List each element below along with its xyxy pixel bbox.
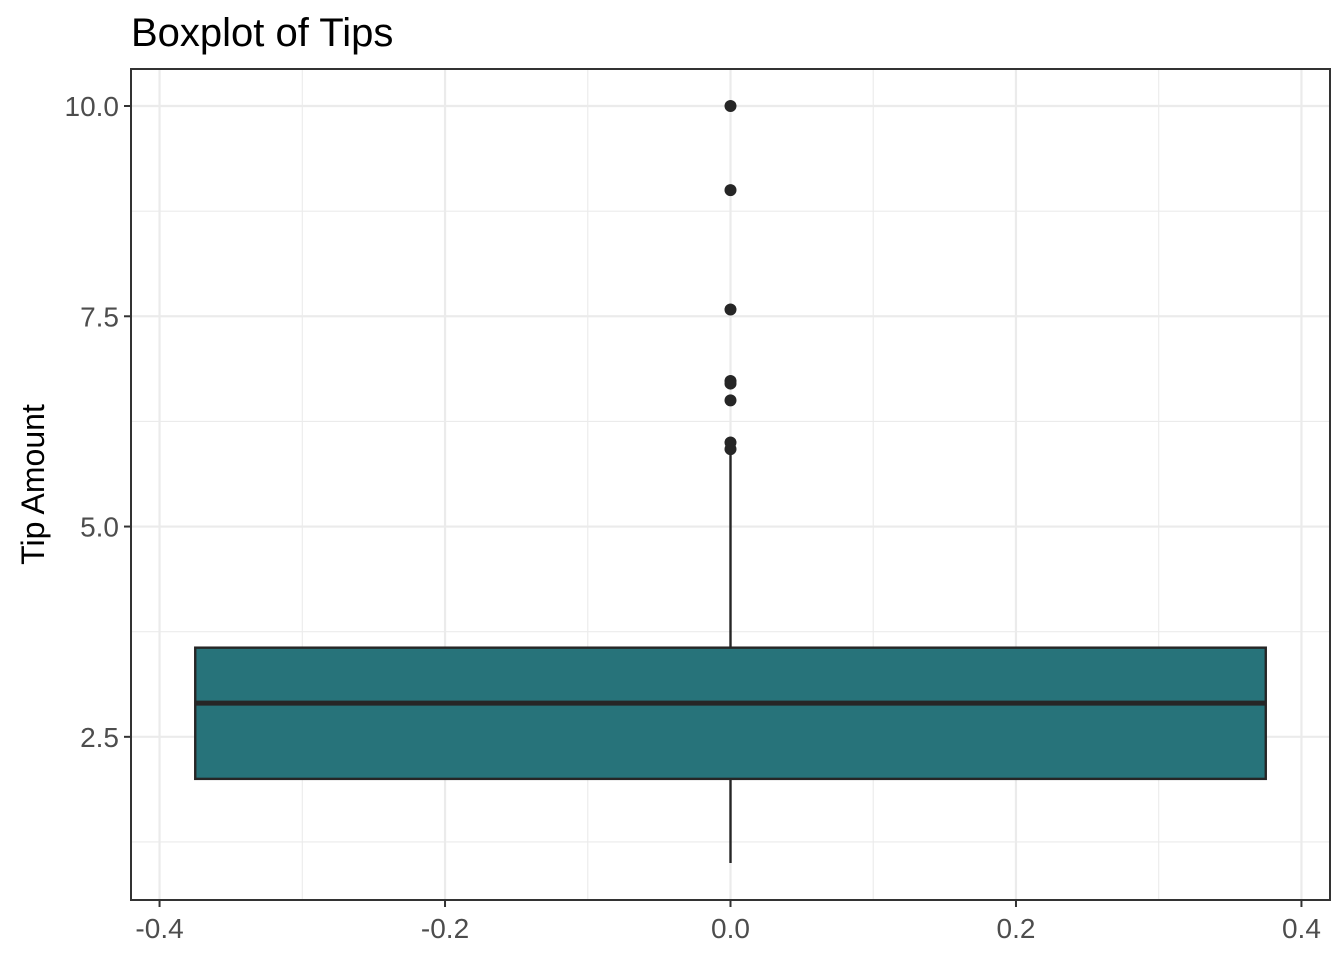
- y-axis-title: Tip Amount: [15, 404, 51, 565]
- y-tick-label: 2.5: [80, 722, 119, 753]
- x-tick-label: -0.2: [421, 913, 469, 944]
- y-tick-label: 7.5: [80, 301, 119, 332]
- x-tick-label: 0.0: [711, 913, 750, 944]
- y-tick-label: 5.0: [80, 512, 119, 543]
- y-tick-label: 10.0: [65, 91, 120, 122]
- outlier-point: [724, 184, 737, 197]
- outlier-point: [724, 303, 737, 316]
- outlier-point: [724, 443, 737, 456]
- axis-ticks: 2.5 5.0 7.5 10.0 -0.4 -0.2 0.0 0.2 0.4: [65, 91, 1321, 944]
- iqr-box: [194, 646, 1267, 781]
- chart-title: Boxplot of Tips: [131, 11, 393, 55]
- x-tick-label: -0.4: [135, 913, 183, 944]
- outlier-point: [724, 394, 737, 407]
- outlier-point: [724, 377, 737, 390]
- x-tick-label: 0.2: [997, 913, 1036, 944]
- x-tick-label: 0.4: [1282, 913, 1321, 944]
- boxplot: [194, 100, 1267, 863]
- outlier-point: [724, 100, 737, 113]
